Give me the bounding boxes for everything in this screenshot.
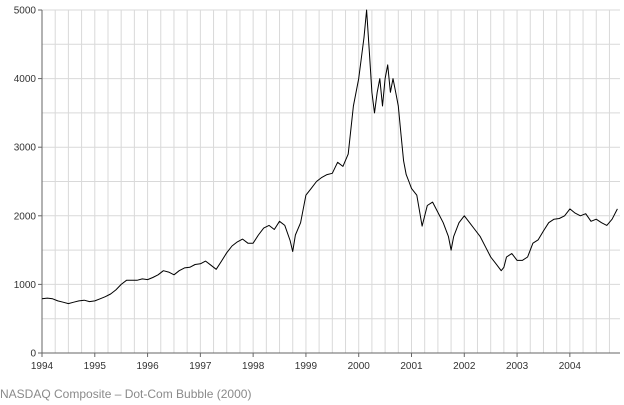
x-tick-label: 2003 — [506, 361, 529, 372]
x-tick-label: 1995 — [84, 361, 107, 372]
y-tick-label: 5000 — [14, 6, 37, 17]
chart-caption: NASDAQ Composite – Dot-Com Bubble (2000) — [0, 387, 252, 401]
chart-series — [41, 9, 618, 305]
x-tick-label: 1997 — [189, 361, 212, 372]
x-tick-label: 1999 — [295, 361, 318, 372]
y-axis-ticks: 0 1000 2000 3000 4000 5000 — [14, 6, 42, 360]
x-axis-ticks: 1994 1995 1996 1997 1998 1999 2000 2001 2002 2003… — [31, 353, 582, 372]
x-tick-label: 1996 — [136, 361, 159, 372]
x-tick-label: 2002 — [453, 361, 476, 372]
x-tick-label: 2000 — [348, 361, 371, 372]
x-tick-label: 1994 — [31, 361, 54, 372]
series-line — [41, 9, 618, 305]
y-tick-label: 4000 — [14, 74, 37, 85]
y-tick-label: 1000 — [14, 280, 37, 291]
y-tick-label: 3000 — [14, 143, 37, 154]
chart-axes — [41, 10, 620, 354]
y-tick-label: 2000 — [14, 211, 37, 222]
x-tick-label: 1998 — [242, 361, 265, 372]
y-tick-label: 0 — [30, 349, 36, 360]
x-tick-label: 2004 — [559, 361, 582, 372]
chart: 1994 1995 1996 1997 1998 1999 2000 2001 2002 2003… — [14, 6, 620, 372]
chart-grid — [41, 9, 620, 354]
x-tick-label: 2001 — [400, 361, 423, 372]
